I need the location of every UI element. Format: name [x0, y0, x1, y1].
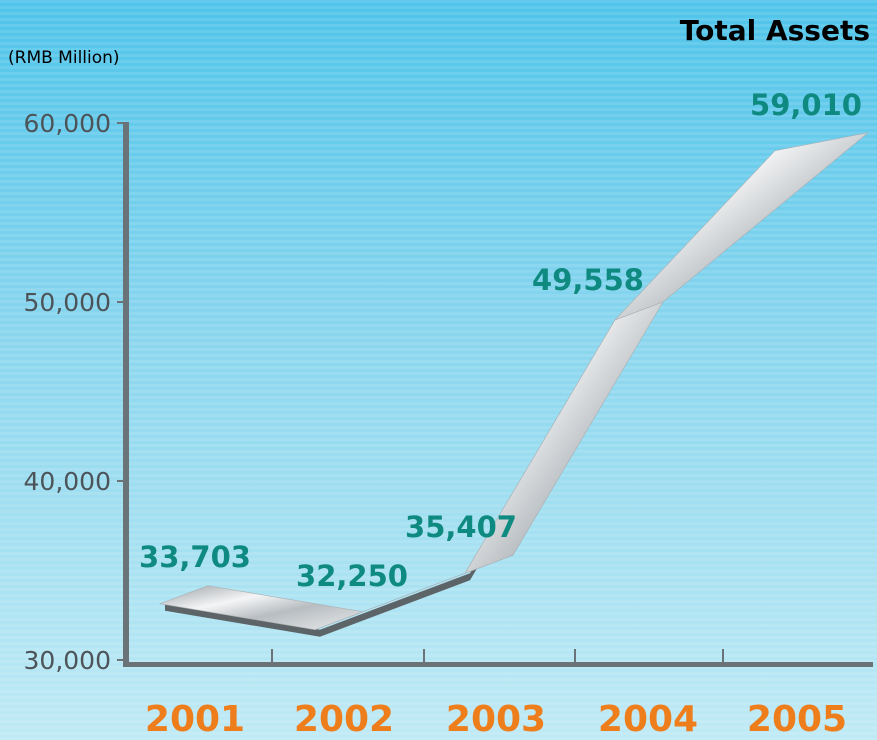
- axes-layer: [117, 122, 873, 667]
- y-tick-mark-60,000: [117, 122, 125, 124]
- x-tick-mark: [574, 649, 576, 662]
- x-axis-line: [123, 662, 873, 667]
- data-label-2005: 59,010: [750, 88, 862, 122]
- chart-title: Total Assets: [680, 14, 870, 47]
- x-tick-labels: 2001 2002 2003 2004 2005: [145, 699, 847, 740]
- data-label-2003: 35,407: [405, 510, 517, 544]
- y-axis-unit-label: (RMB Million): [8, 48, 120, 68]
- x-tick-label-2005: 2005: [747, 699, 847, 740]
- y-tick-label: 40,000: [24, 467, 111, 496]
- x-tick-label-2003: 2003: [446, 699, 546, 740]
- x-tick-mark: [271, 649, 273, 662]
- x-tick-label-2001: 2001: [145, 699, 245, 740]
- y-tick-label: 30,000: [24, 646, 111, 675]
- y-tick-mark-40,000: [117, 480, 125, 482]
- y-tick-mark-50,000: [117, 301, 125, 303]
- y-tick-label: 60,000: [24, 109, 111, 138]
- data-labels: 33,703 32,250 35,407 49,558 59,010: [139, 88, 862, 593]
- data-label-2002: 32,250: [296, 559, 408, 593]
- data-label-2004: 49,558: [532, 263, 644, 297]
- y-tick-labels: 30,000 40,000 50,000 60,000: [24, 109, 111, 675]
- x-tick-mark: [722, 649, 724, 662]
- ribbon-segment-2004-2005: [614, 132, 869, 321]
- data-label-2001: 33,703: [139, 540, 251, 574]
- y-axis-line: [123, 122, 129, 665]
- x-tick-label-2004: 2004: [598, 699, 698, 740]
- y-tick-mark-30,000: [117, 659, 125, 661]
- x-tick-mark: [423, 649, 425, 662]
- x-tick-label-2002: 2002: [294, 699, 394, 740]
- y-tick-label: 50,000: [24, 288, 111, 317]
- ribbon-layer: [158, 132, 869, 637]
